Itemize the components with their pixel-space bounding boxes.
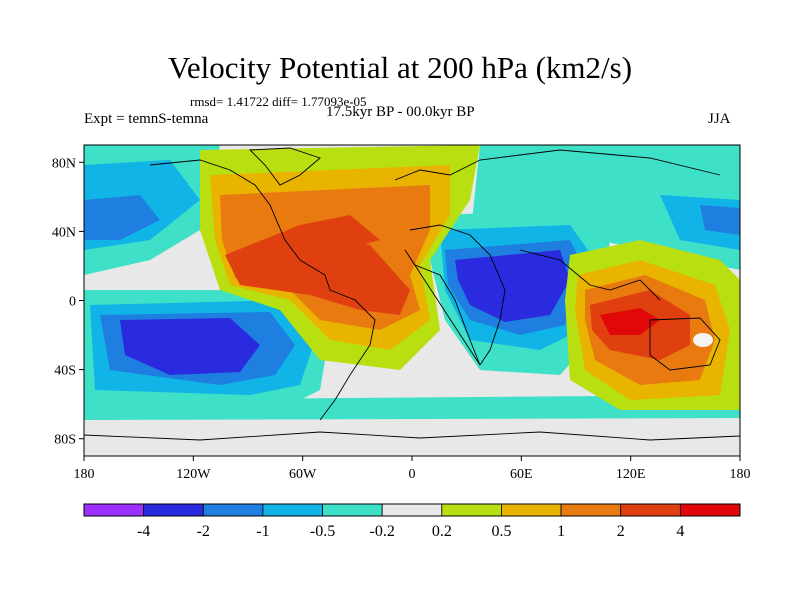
lat-tick-label: 80S bbox=[54, 433, 76, 448]
lon-tick-label: 0 bbox=[409, 467, 416, 482]
lat-tick-label: 40N bbox=[52, 225, 76, 240]
colorbar-label: -0.2 bbox=[370, 523, 395, 540]
contour-region bbox=[693, 333, 713, 347]
colorbar-label: 1 bbox=[557, 523, 565, 540]
experiment-label: Expt = temnS-temna bbox=[84, 111, 209, 127]
colorbar-label: -1 bbox=[256, 523, 269, 540]
lon-tick-label: 120W bbox=[176, 467, 211, 482]
colorbar-label: 0.5 bbox=[491, 523, 511, 540]
lat-tick-label: 40S bbox=[54, 364, 76, 379]
lat-tick-label: 0 bbox=[69, 295, 76, 310]
lon-tick-label: 60W bbox=[289, 467, 317, 482]
colorbar-label: -2 bbox=[197, 523, 210, 540]
colorbar-swatch bbox=[381, 503, 443, 517]
period-label: 17.5kyr BP - 00.0kyr BP bbox=[326, 104, 475, 120]
colorbar-swatch bbox=[441, 503, 502, 517]
contour-region bbox=[600, 308, 660, 335]
colorbar-swatch bbox=[679, 503, 741, 517]
contour-region bbox=[470, 145, 740, 270]
colorbar-frame bbox=[83, 503, 741, 517]
contour-region bbox=[700, 205, 740, 235]
lon-tick-label: 180 bbox=[730, 467, 751, 482]
colorbar-swatch bbox=[262, 503, 323, 517]
lon-tick-label: 60E bbox=[510, 467, 533, 482]
lon-tick-label: 120E bbox=[616, 467, 646, 482]
axis-ticks: 80N 40N 0 40S 80S 180 120W 60W 0 60E 120E 180 bbox=[52, 156, 751, 482]
lon-tick-label: 180 bbox=[74, 467, 95, 482]
colorbar: -4 -2 -1 -0.5 -0.2 0.2 0.5 1 2 4 bbox=[83, 503, 741, 540]
contour-region bbox=[84, 418, 740, 456]
colorbar-label: -0.5 bbox=[310, 523, 335, 540]
contour-region bbox=[120, 318, 260, 375]
plot-title: Velocity Potential at 200 hPa (km2/s) bbox=[167, 50, 633, 85]
colorbar-label: -4 bbox=[137, 523, 150, 540]
colorbar-swatch bbox=[620, 503, 681, 517]
season-label: JJA bbox=[708, 111, 731, 127]
colorbar-swatch bbox=[322, 503, 383, 517]
coastlines bbox=[84, 147, 740, 441]
colorbar-label: 2 bbox=[617, 523, 625, 540]
colorbar-swatch bbox=[83, 503, 145, 517]
colorbar-swatch bbox=[143, 503, 204, 517]
colorbar-label: 4 bbox=[676, 523, 684, 540]
contour-region bbox=[455, 250, 570, 322]
contour-field bbox=[84, 145, 740, 456]
contour-region bbox=[84, 195, 160, 240]
colorbar-label: 0.2 bbox=[432, 523, 452, 540]
colorbar-swatch bbox=[501, 503, 562, 517]
colorbar-swatch bbox=[560, 503, 622, 517]
lat-tick-label: 80N bbox=[52, 156, 76, 171]
colorbar-swatch bbox=[202, 503, 264, 517]
stats-label: rmsd= 1.41722 diff= 1.77093e-05 bbox=[190, 94, 367, 109]
contour-region bbox=[300, 215, 380, 250]
